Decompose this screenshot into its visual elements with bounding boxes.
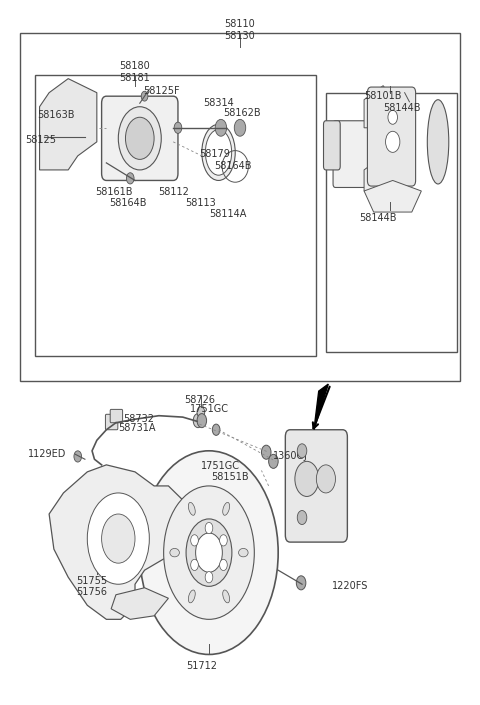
Text: 58731A: 58731A <box>119 423 156 433</box>
FancyBboxPatch shape <box>324 121 340 170</box>
Circle shape <box>269 454 278 468</box>
Circle shape <box>197 414 206 428</box>
Circle shape <box>215 119 227 136</box>
Bar <box>35 75 316 356</box>
Text: 1220FS: 1220FS <box>332 581 368 591</box>
Circle shape <box>234 119 246 136</box>
Text: 58151B: 58151B <box>212 472 249 482</box>
Circle shape <box>212 424 220 436</box>
Circle shape <box>388 110 397 124</box>
Text: 58125F: 58125F <box>143 85 180 96</box>
Ellipse shape <box>170 548 180 557</box>
Circle shape <box>125 117 154 159</box>
Bar <box>326 92 457 352</box>
Text: 51712: 51712 <box>186 661 217 671</box>
Circle shape <box>48 102 60 118</box>
Circle shape <box>191 534 198 546</box>
Text: 58110
58130: 58110 58130 <box>225 19 255 41</box>
Circle shape <box>196 533 222 572</box>
FancyBboxPatch shape <box>106 415 118 430</box>
Polygon shape <box>49 465 192 620</box>
Text: 58114A: 58114A <box>209 209 247 219</box>
Polygon shape <box>364 180 421 212</box>
Circle shape <box>296 576 306 590</box>
Ellipse shape <box>202 124 235 180</box>
Circle shape <box>197 407 204 418</box>
Circle shape <box>297 510 307 525</box>
Circle shape <box>205 572 213 583</box>
Circle shape <box>262 445 271 459</box>
Text: 58144B: 58144B <box>360 214 397 223</box>
Text: 1129ED: 1129ED <box>27 449 66 460</box>
Ellipse shape <box>188 503 195 515</box>
Circle shape <box>205 522 213 534</box>
Text: 58164B: 58164B <box>214 161 251 171</box>
Ellipse shape <box>223 590 229 603</box>
Circle shape <box>295 461 319 496</box>
Ellipse shape <box>427 99 449 184</box>
FancyBboxPatch shape <box>333 121 369 188</box>
Circle shape <box>193 414 203 428</box>
Ellipse shape <box>188 590 195 603</box>
Text: 1751GC: 1751GC <box>202 461 240 472</box>
Text: 58726: 58726 <box>184 395 215 405</box>
Text: 58161B: 58161B <box>95 188 132 197</box>
Text: 1751GC: 1751GC <box>190 404 228 414</box>
Text: 58101B: 58101B <box>364 90 402 101</box>
Text: 58125: 58125 <box>25 135 56 145</box>
Polygon shape <box>111 588 168 620</box>
Circle shape <box>73 114 83 128</box>
Ellipse shape <box>205 130 232 175</box>
Circle shape <box>186 519 232 587</box>
Circle shape <box>126 173 134 184</box>
Text: 58163B: 58163B <box>37 110 75 121</box>
Circle shape <box>220 559 227 570</box>
FancyBboxPatch shape <box>102 96 178 180</box>
Text: 58113: 58113 <box>185 198 216 208</box>
Circle shape <box>191 559 198 570</box>
Text: 1360GJ: 1360GJ <box>274 450 308 461</box>
Circle shape <box>174 122 182 133</box>
Circle shape <box>220 534 227 546</box>
Circle shape <box>118 106 161 170</box>
Ellipse shape <box>223 503 229 515</box>
Text: 58162B: 58162B <box>224 108 261 118</box>
Circle shape <box>87 493 149 584</box>
Text: 58732: 58732 <box>123 414 155 424</box>
FancyBboxPatch shape <box>285 430 348 542</box>
Circle shape <box>385 131 400 152</box>
Polygon shape <box>39 79 97 170</box>
Text: 58314: 58314 <box>203 98 234 109</box>
Text: 58112: 58112 <box>158 188 189 197</box>
FancyBboxPatch shape <box>367 87 416 186</box>
Circle shape <box>74 450 82 462</box>
Circle shape <box>140 450 278 654</box>
Text: 58164B: 58164B <box>109 198 146 208</box>
Text: 58179: 58179 <box>199 149 230 159</box>
Circle shape <box>48 140 60 157</box>
Circle shape <box>316 465 336 493</box>
Polygon shape <box>364 156 402 191</box>
Bar <box>21 33 459 381</box>
Text: 51755
51756: 51755 51756 <box>76 576 108 597</box>
Circle shape <box>164 486 254 620</box>
Ellipse shape <box>239 548 248 557</box>
Circle shape <box>102 514 135 563</box>
FancyBboxPatch shape <box>110 410 122 423</box>
Circle shape <box>45 131 53 142</box>
Text: 58180
58181: 58180 58181 <box>120 61 150 82</box>
Circle shape <box>141 91 148 101</box>
Circle shape <box>297 443 307 458</box>
Polygon shape <box>314 384 328 430</box>
Polygon shape <box>364 85 393 128</box>
Text: 58144B: 58144B <box>384 103 421 114</box>
